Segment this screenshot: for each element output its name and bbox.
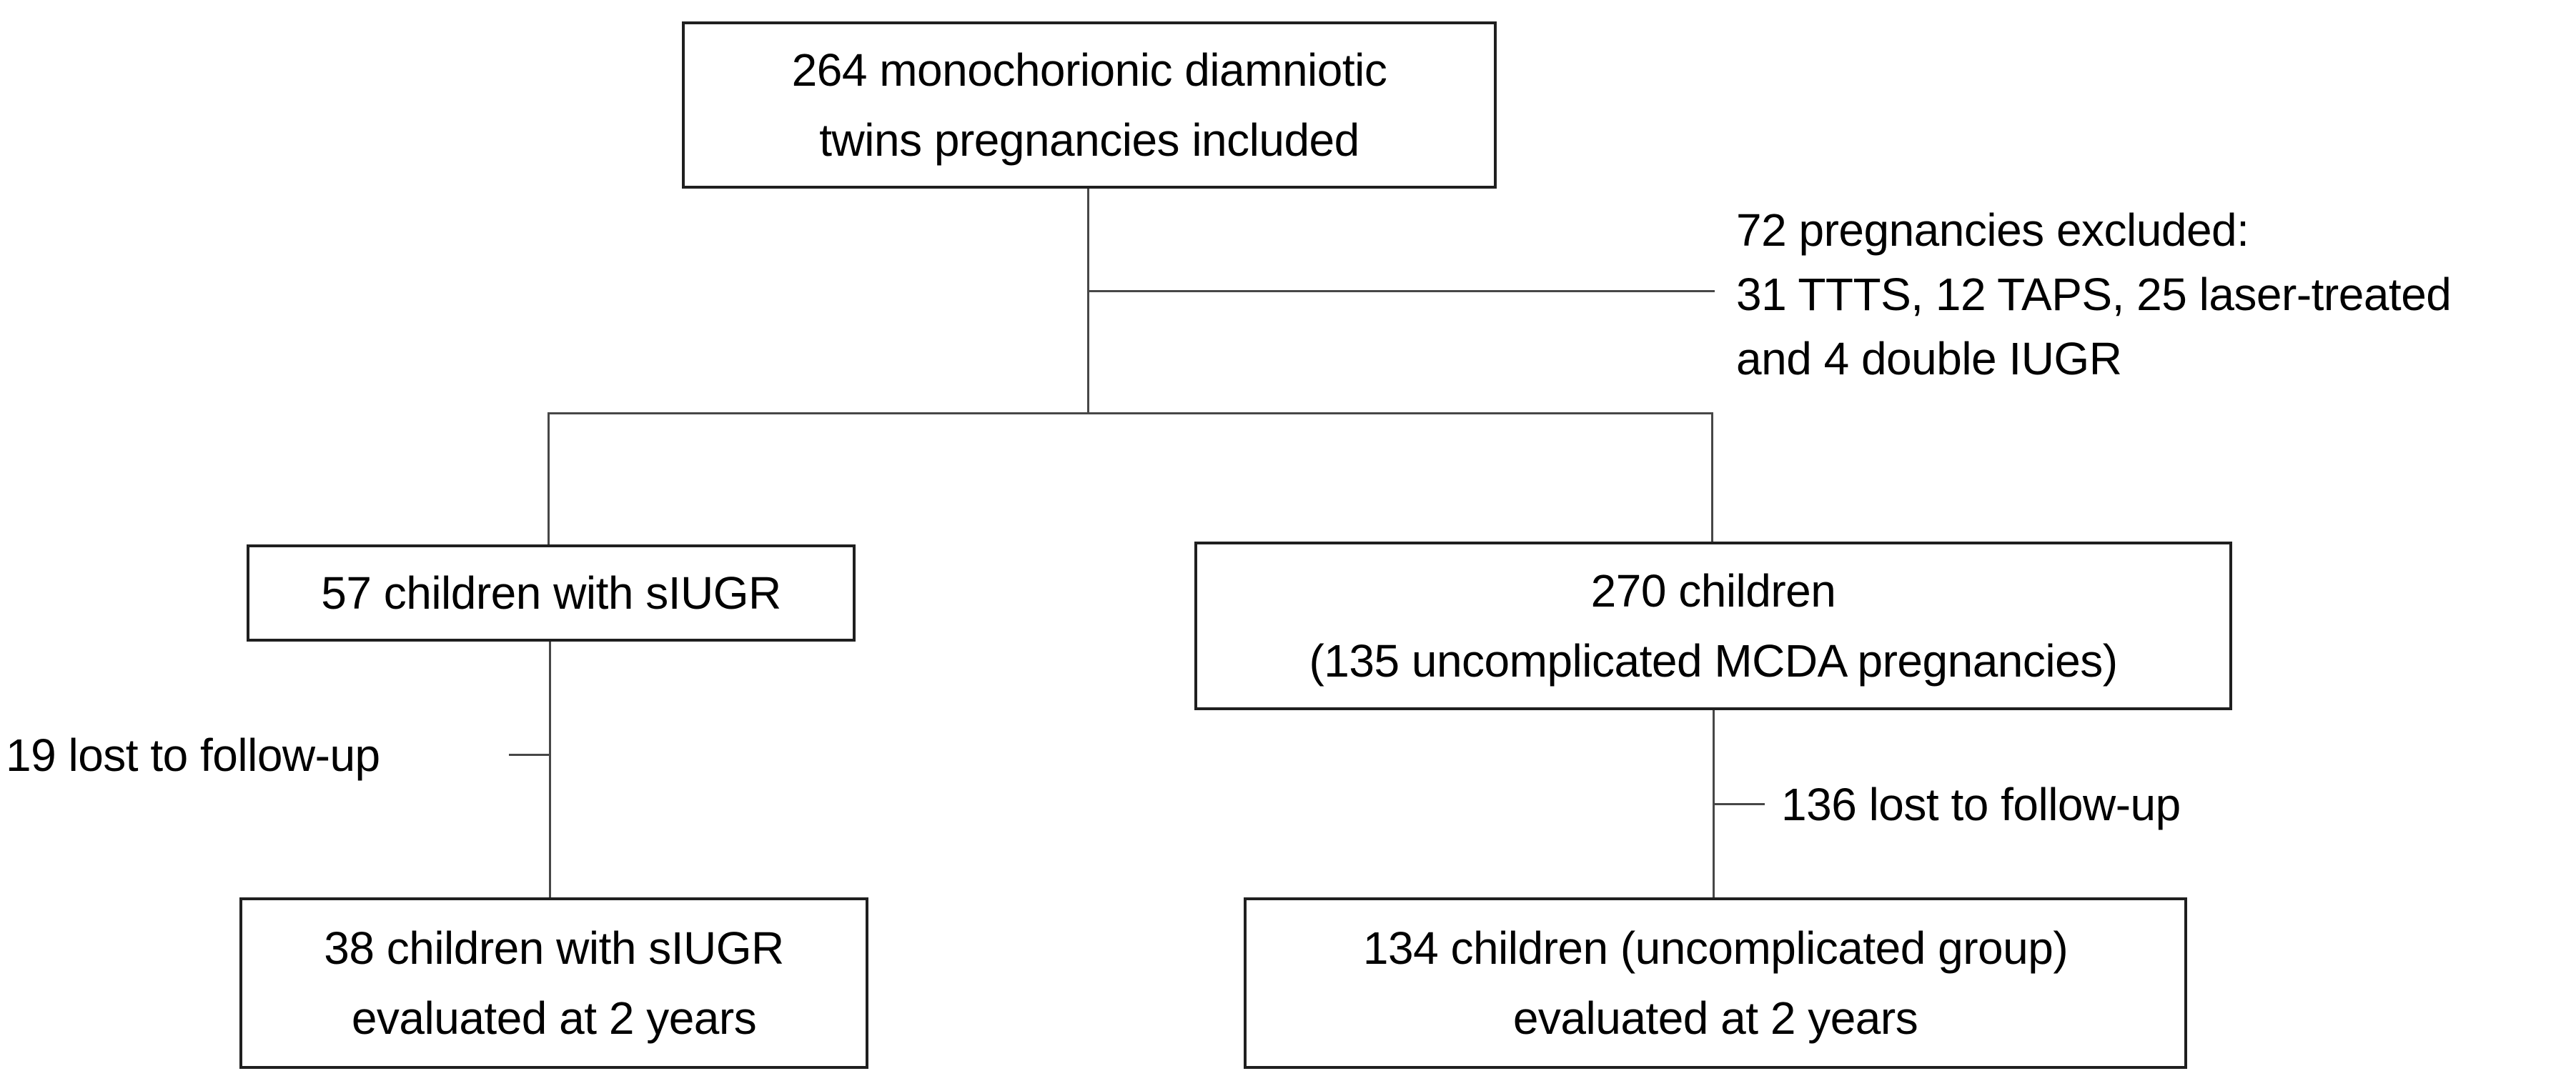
connector-branch-horizontal [548,412,1713,414]
connector-right-lost-tick [1713,803,1765,805]
box-text-line: 134 children (uncomplicated group) [1362,922,2069,974]
connector-left-followup-vertical [549,640,551,899]
connector-right-branch-vertical [1711,412,1713,543]
annotation-excluded-line: 72 pregnancies excluded: [1736,204,2249,256]
annotation-lost-to-followup-left: 19 lost to follow-up [6,729,380,781]
box-uncomplicated-children: 270 children (135 uncomplicated MCDA pre… [1194,542,2232,710]
connector-left-lost-tick [509,754,550,756]
box-text-line: 264 monochorionic diamniotic [791,44,1387,96]
connector-trunk-vertical [1087,189,1089,414]
box-included-pregnancies: 264 monochorionic diamniotic twins pregn… [682,21,1497,189]
connector-exclusion-horizontal [1087,290,1715,292]
box-text-line: evaluated at 2 years [1512,992,1918,1044]
annotation-excluded-line: and 4 double IUGR [1736,333,2122,384]
annotation-excluded-line: 31 TTTS, 12 TAPS, 25 laser-treated [1736,269,2452,320]
annotation-excluded: 72 pregnancies excluded: 31 TTTS, 12 TAP… [1736,198,2452,391]
box-uncomplicated-evaluated: 134 children (uncomplicated group) evalu… [1244,897,2187,1069]
box-text-line: evaluated at 2 years [351,992,757,1044]
annotation-lost-to-followup-right: 136 lost to follow-up [1781,779,2181,830]
box-text-line: (135 uncomplicated MCDA pregnancies) [1309,635,2118,687]
box-siugr-evaluated: 38 children with sIUGR evaluated at 2 ye… [239,897,868,1069]
box-text-line: twins pregnancies included [819,114,1359,166]
box-siugr-children: 57 children with sIUGR [247,544,856,642]
box-text-line: 270 children [1590,565,1836,617]
box-text-line: 38 children with sIUGR [324,922,784,974]
box-text-line: 57 children with sIUGR [321,567,781,619]
connector-left-branch-vertical [548,412,550,546]
